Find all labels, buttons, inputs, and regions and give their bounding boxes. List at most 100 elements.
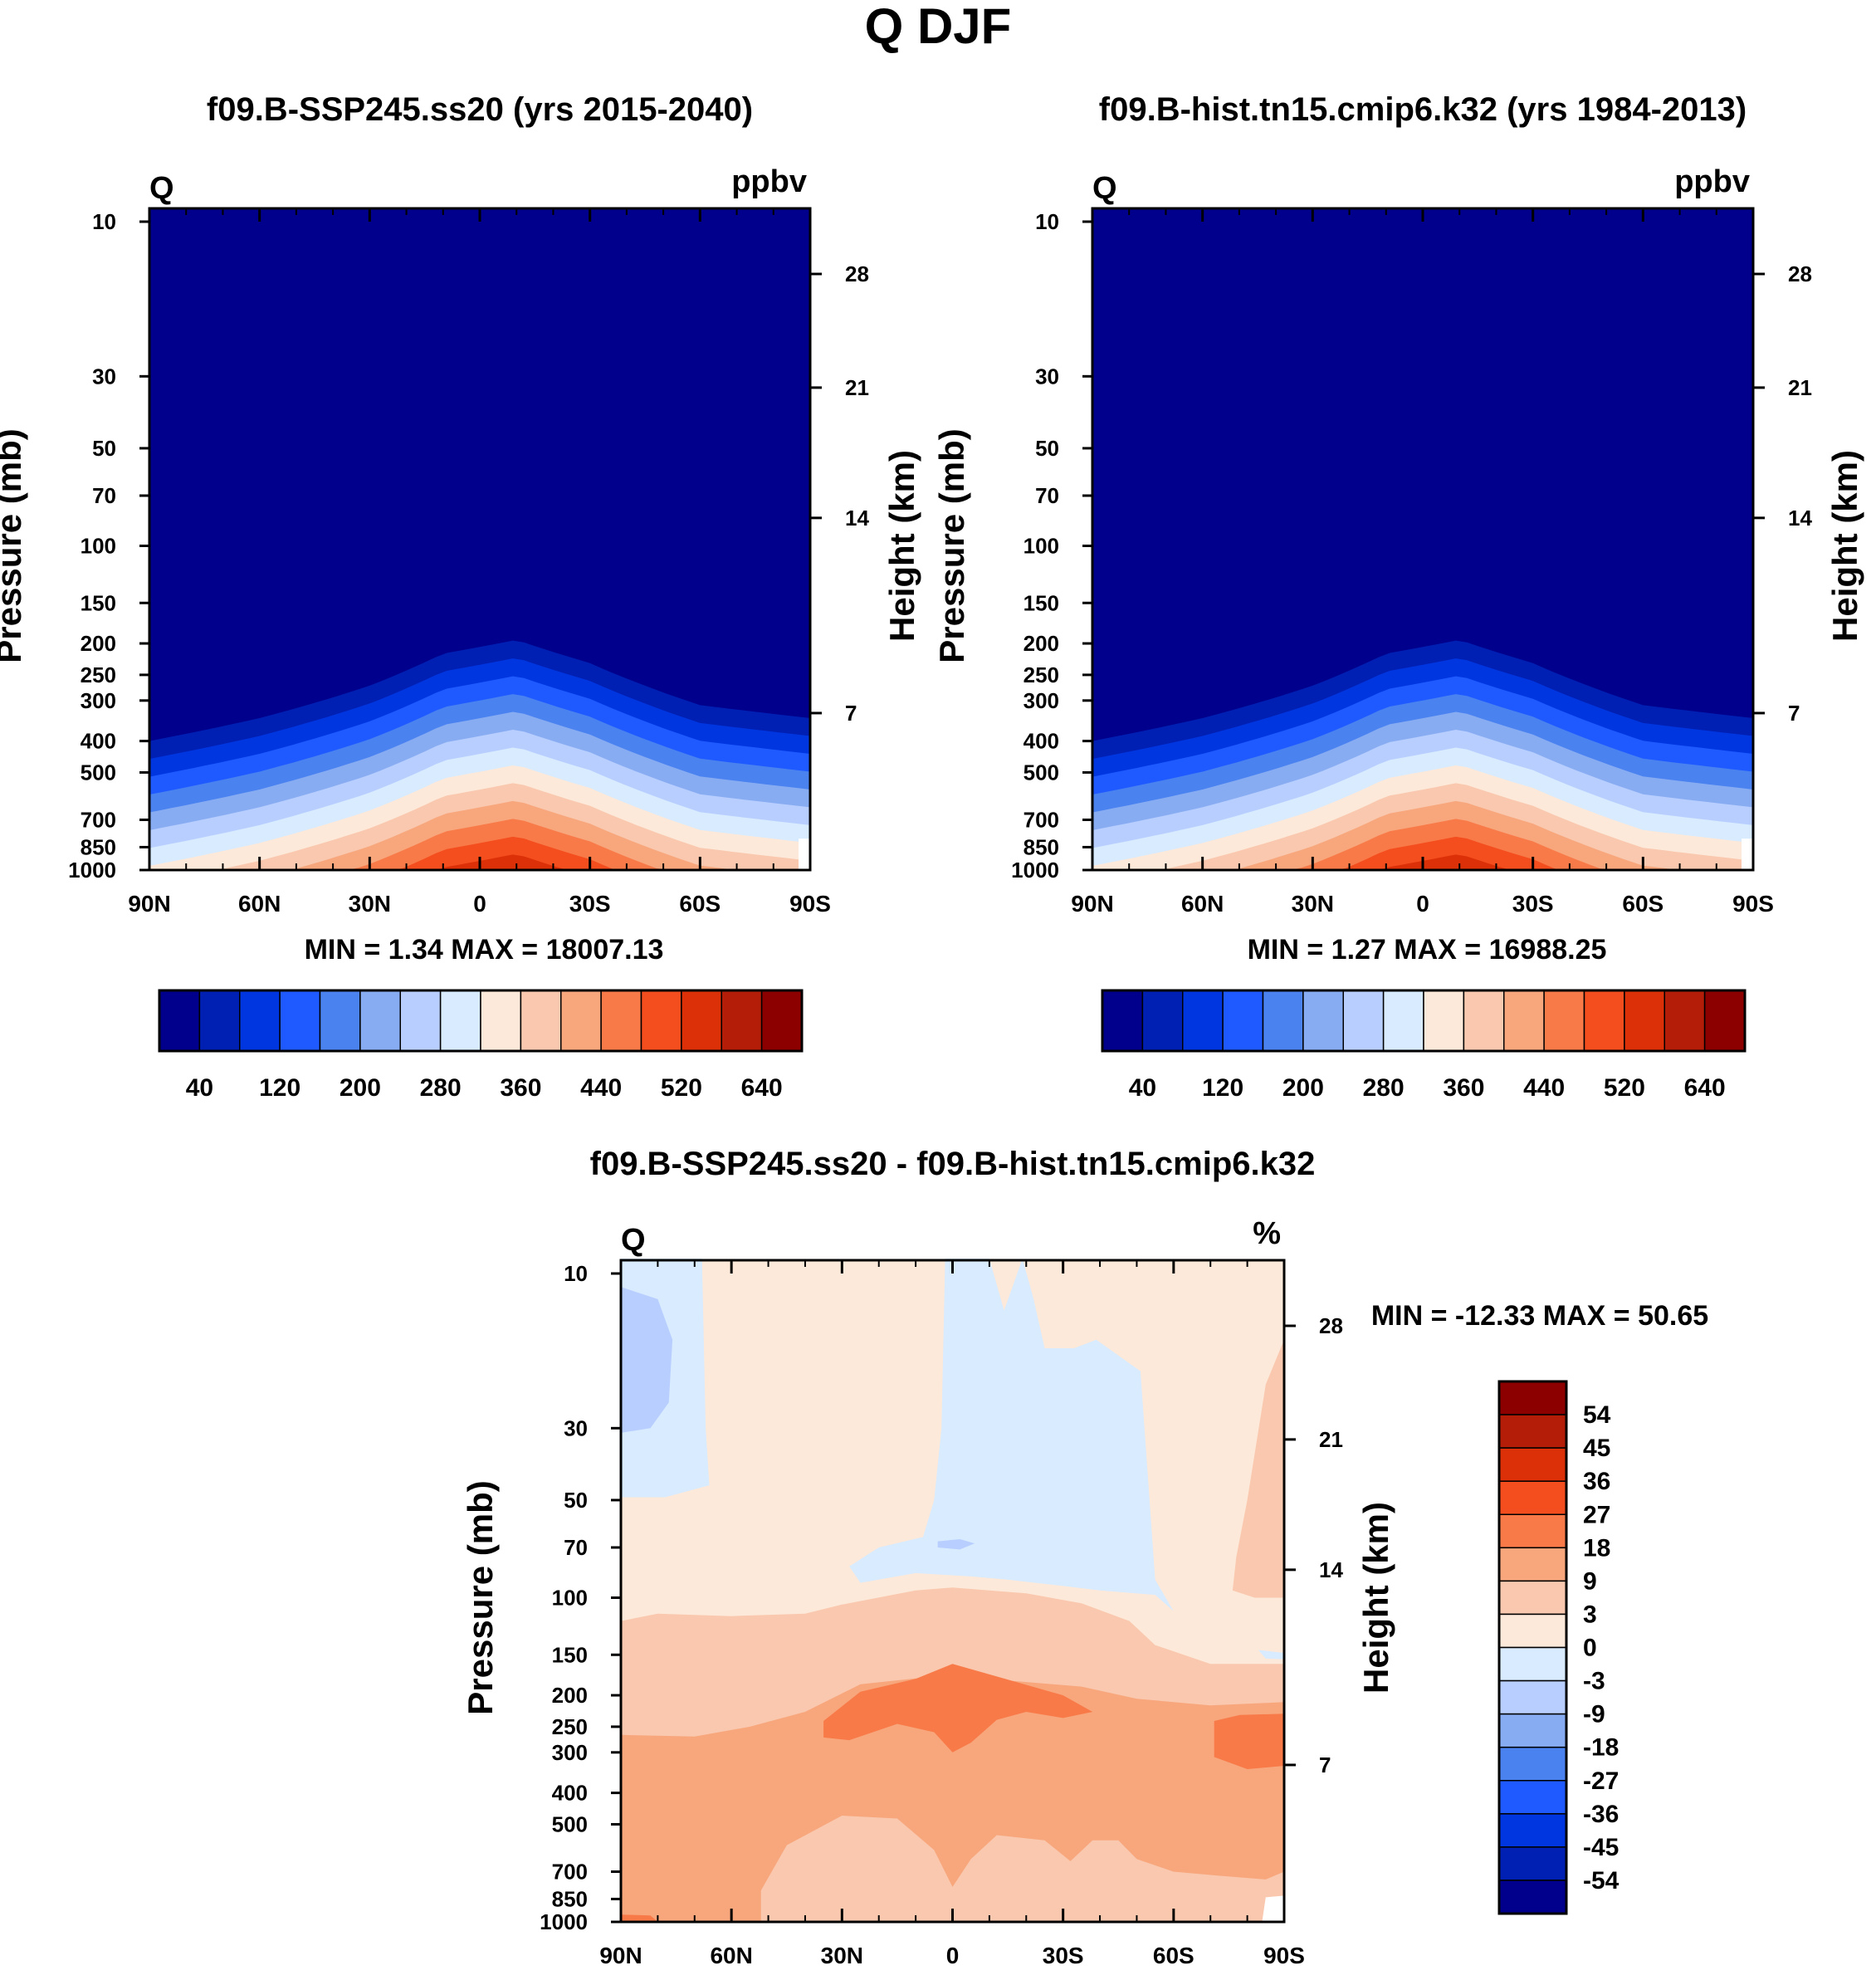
y-tick-label: 50 (92, 436, 116, 461)
right-tick-label: 7 (845, 701, 857, 726)
right-axis-title: Height (km) (882, 450, 921, 642)
y-tick-label: 100 (552, 1586, 588, 1611)
colorbar-frame (158, 989, 804, 1053)
min-max-stats: MIN = 1.34 MAX = 18007.13 (305, 934, 664, 966)
panel-ssp245: f09.B-SSP245.ss20 (yrs 2015-2040) Q ppbv 90… (0, 91, 921, 1102)
colorbar-box (1583, 990, 1625, 1052)
y-tick-label: 500 (1023, 760, 1059, 785)
colorbar-label: 120 (259, 1074, 300, 1102)
colorbar-box (159, 990, 201, 1052)
y-axis-title: Pressure (mb) (0, 428, 28, 662)
colorbar-box (439, 990, 481, 1052)
x-tick-label: 90S (1263, 1943, 1305, 1968)
y-tick-label: 100 (81, 534, 116, 559)
x-tick-label: 0 (473, 891, 486, 917)
colorbar-box (681, 990, 722, 1052)
x-tick-label: 60S (679, 891, 721, 917)
colorbar-box (600, 990, 642, 1052)
x-tick-label: 30S (569, 891, 611, 917)
colorbar-label: 40 (186, 1074, 213, 1102)
y-tick-label: 200 (81, 631, 116, 656)
colorbar-box (1498, 1880, 1567, 1914)
variable-label: Q (149, 171, 174, 206)
y-tick-label: 300 (81, 688, 116, 713)
colorbar-box (279, 990, 321, 1052)
colorbar-label: 440 (1523, 1074, 1565, 1102)
contour-region-p9 (621, 1676, 1284, 1922)
y-tick-label: 30 (564, 1415, 588, 1440)
y-tick-label: 400 (81, 729, 116, 754)
x-tick-label: 30S (1512, 891, 1554, 917)
x-tick-label: 60N (1181, 891, 1224, 917)
y-tick-label: 200 (552, 1683, 588, 1708)
missing-data (1262, 1895, 1284, 1922)
x-tick-label: 90N (1071, 891, 1113, 917)
contour-region-neg (1258, 1650, 1284, 1660)
colorbar-label: -3 (1583, 1668, 1605, 1695)
colorbar-label: 27 (1583, 1501, 1610, 1528)
colorbar-box (640, 990, 682, 1052)
colorbar-box (721, 990, 763, 1052)
panel-title: f09.B-hist.tn15.cmip6.k32 (yrs 1984-2013… (1099, 91, 1747, 128)
y-axis-title: Pressure (mb) (932, 428, 971, 662)
colorbar-label: 40 (1129, 1074, 1156, 1102)
colorbar-label: 640 (1684, 1074, 1726, 1102)
y-tick-label: 30 (92, 364, 116, 389)
missing-data (1742, 838, 1753, 870)
colorbar-box (1663, 990, 1706, 1052)
colorbar-label: 120 (1202, 1074, 1243, 1102)
y-tick-label: 100 (1023, 534, 1059, 559)
colorbar-label: 280 (1363, 1074, 1405, 1102)
colorbar-box (1498, 1414, 1567, 1449)
x-tick-label: 30N (1292, 891, 1334, 917)
right-tick-label: 14 (1319, 1557, 1343, 1582)
colorbar-label: 45 (1583, 1435, 1610, 1462)
colorbar-box (760, 990, 803, 1052)
colorbar-box (1624, 990, 1665, 1052)
contour-band (149, 836, 810, 870)
colorbar-box (1463, 990, 1505, 1052)
colorbar-label: 520 (1604, 1074, 1645, 1102)
colorbar-box (1498, 1679, 1567, 1715)
y-tick-label: 200 (1023, 631, 1059, 656)
colorbar-box (1543, 990, 1585, 1052)
variable-label: Q (1092, 171, 1117, 206)
right-tick-label: 21 (1788, 375, 1812, 400)
variable-label: Q (621, 1223, 646, 1258)
x-tick-label: 60N (710, 1943, 752, 1968)
right-tick-label: 14 (1788, 506, 1812, 530)
panel-title: f09.B-SSP245.ss20 - f09.B-hist.tn15.cmip… (590, 1146, 1316, 1182)
colorbar-box (1498, 1580, 1567, 1616)
colorbar-label: -54 (1583, 1867, 1620, 1894)
right-tick-label: 14 (845, 506, 869, 530)
y-tick-label: 70 (564, 1535, 588, 1560)
colorbar-box (1141, 990, 1184, 1052)
y-tick-label: 700 (81, 808, 116, 833)
colorbar-box (1102, 990, 1144, 1052)
contour-band (1092, 836, 1753, 870)
colorbar-label: -18 (1583, 1734, 1619, 1762)
y-tick-label: 30 (1035, 364, 1059, 389)
colorbar-label: -36 (1583, 1801, 1619, 1828)
y-tick-label: 70 (1035, 483, 1059, 508)
y-tick-label: 70 (92, 483, 116, 508)
x-tick-label: 90S (1732, 891, 1774, 917)
y-tick-label: 700 (1023, 808, 1059, 833)
y-tick-label: 50 (564, 1488, 588, 1513)
colorbar-box (560, 990, 602, 1052)
colorbar-box (1498, 1780, 1567, 1815)
colorbar-box (1498, 1646, 1567, 1682)
right-tick-label: 21 (1319, 1427, 1343, 1452)
colorbar-label: 360 (500, 1074, 541, 1102)
colorbar-frame (1497, 1380, 1568, 1915)
y-tick-label: 1000 (68, 858, 116, 882)
colorbar-box (239, 990, 281, 1052)
y-tick-label: 500 (81, 760, 116, 785)
colorbar-box (1498, 1813, 1567, 1848)
contour-region-p18 (823, 1664, 1093, 1753)
contour-region-p18 (621, 1914, 658, 1922)
x-tick-label: 90S (789, 891, 831, 917)
right-tick-label: 28 (1788, 262, 1812, 286)
right-tick-label: 7 (1788, 701, 1800, 726)
colorbar-box (1423, 990, 1465, 1052)
